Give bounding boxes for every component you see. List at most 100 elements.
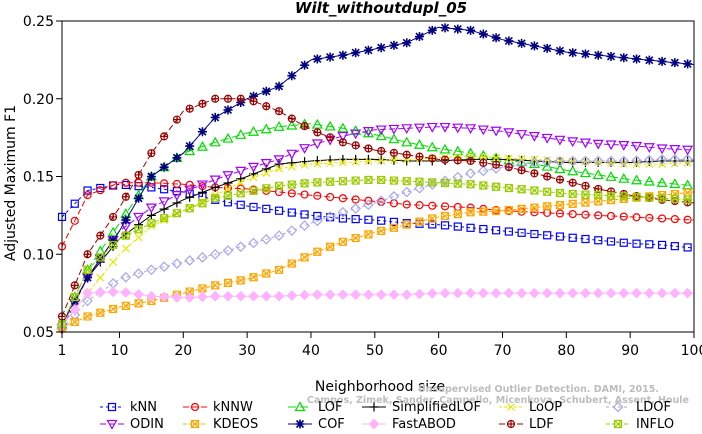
- data-point: [479, 152, 488, 161]
- data-point: [324, 211, 336, 222]
- data-point: [286, 119, 298, 130]
- legend-marker: [190, 402, 200, 412]
- data-point: [134, 233, 143, 242]
- data-point: [389, 199, 399, 208]
- legend-item: LoOP: [499, 400, 562, 415]
- data-point: [96, 186, 105, 195]
- data-point: [235, 290, 247, 302]
- data-point: [376, 43, 386, 53]
- data-point: [619, 192, 628, 201]
- data-point: [567, 165, 579, 176]
- data-point: [656, 176, 668, 187]
- x-axis-title: Neighborhood size: [315, 379, 445, 395]
- data-point: [210, 112, 220, 122]
- series-COF: [57, 23, 695, 329]
- data-point: [70, 281, 79, 290]
- data-point: [145, 203, 157, 214]
- data-point: [594, 158, 603, 167]
- data-point: [133, 212, 145, 223]
- y-tick-label: 0.20: [23, 92, 54, 108]
- data-point: [619, 238, 628, 247]
- data-point: [185, 204, 194, 213]
- data-point: [401, 186, 413, 198]
- data-point: [83, 186, 92, 195]
- data-point: [312, 215, 323, 227]
- data-point: [185, 104, 194, 113]
- data-point: [517, 154, 526, 163]
- legend-label: LOF: [318, 400, 343, 415]
- data-point: [286, 149, 298, 160]
- data-point: [222, 132, 234, 143]
- data-point: [236, 94, 245, 103]
- data-point: [209, 136, 221, 147]
- data-point: [108, 212, 118, 222]
- data-point: [453, 24, 463, 34]
- data-point: [134, 193, 144, 203]
- data-point: [669, 145, 681, 155]
- data-point: [197, 127, 207, 137]
- data-point: [517, 38, 527, 48]
- data-point: [235, 241, 247, 253]
- data-point: [364, 215, 373, 224]
- data-point: [351, 233, 360, 243]
- data-point: [364, 175, 373, 185]
- data-point: [160, 132, 169, 141]
- data-point: [555, 209, 565, 218]
- data-point: [287, 114, 296, 123]
- legend-label: LoOP: [529, 400, 562, 415]
- x-tick-label: 20: [174, 343, 192, 359]
- x-tick-label: 50: [366, 343, 384, 359]
- data-point: [121, 231, 130, 240]
- series-kNN: [57, 180, 695, 252]
- data-point: [555, 175, 565, 184]
- data-point: [83, 265, 92, 274]
- data-point: [683, 215, 692, 224]
- data-point: [428, 201, 437, 210]
- data-point: [402, 150, 411, 159]
- data-point: [160, 214, 169, 223]
- data-point: [262, 269, 271, 278]
- data-point: [541, 287, 553, 299]
- data-point: [247, 162, 260, 173]
- data-point: [605, 155, 617, 167]
- data-point: [312, 54, 322, 64]
- data-point: [83, 250, 92, 259]
- data-point: [504, 183, 513, 193]
- data-point: [555, 46, 565, 56]
- data-point: [96, 308, 105, 317]
- data-point: [273, 155, 285, 166]
- data-point: [657, 56, 667, 66]
- data-point: [197, 252, 208, 263]
- data-point: [581, 190, 590, 199]
- data-point: [528, 131, 540, 142]
- data-point: [209, 290, 221, 302]
- data-point: [375, 289, 387, 301]
- legend-item: LOF: [288, 400, 343, 415]
- data-point: [70, 199, 79, 208]
- data-point: [619, 53, 629, 63]
- data-point: [465, 287, 476, 299]
- data-point: [643, 154, 655, 166]
- data-point: [223, 278, 233, 287]
- data-point: [592, 139, 604, 150]
- data-point: [184, 185, 196, 196]
- series-line: [61, 98, 695, 317]
- data-point: [439, 122, 451, 133]
- data-point: [581, 181, 590, 190]
- data-point: [273, 121, 285, 131]
- data-point: [554, 155, 566, 167]
- data-point: [209, 248, 221, 260]
- data-point: [580, 155, 591, 167]
- data-point: [287, 162, 296, 171]
- data-point: [300, 179, 309, 188]
- data-point: [96, 183, 105, 193]
- data-point: [300, 210, 309, 219]
- data-point: [415, 217, 424, 226]
- data-point: [554, 135, 566, 146]
- y-tick-label: 0.25: [23, 14, 54, 30]
- data-point: [83, 191, 92, 200]
- data-point: [172, 179, 182, 189]
- data-point: [235, 166, 247, 177]
- data-point: [107, 286, 119, 298]
- data-point: [479, 224, 488, 234]
